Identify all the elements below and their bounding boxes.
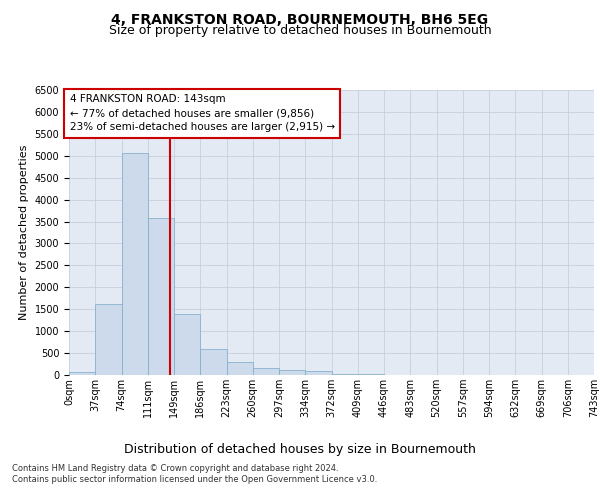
Bar bbox=[253, 368, 279, 375]
Bar bbox=[148, 218, 174, 375]
Bar bbox=[358, 374, 384, 375]
Text: Distribution of detached houses by size in Bournemouth: Distribution of detached houses by size … bbox=[124, 442, 476, 456]
Text: Contains HM Land Registry data © Crown copyright and database right 2024.: Contains HM Land Registry data © Crown c… bbox=[12, 464, 338, 473]
Text: 4 FRANKSTON ROAD: 143sqm
← 77% of detached houses are smaller (9,856)
23% of sem: 4 FRANKSTON ROAD: 143sqm ← 77% of detach… bbox=[70, 94, 335, 132]
Bar bbox=[95, 304, 121, 375]
Bar bbox=[69, 372, 95, 375]
Bar bbox=[200, 348, 227, 375]
Text: Size of property relative to detached houses in Bournemouth: Size of property relative to detached ho… bbox=[109, 24, 491, 37]
Bar bbox=[331, 374, 358, 375]
Bar bbox=[227, 362, 253, 375]
Text: 4, FRANKSTON ROAD, BOURNEMOUTH, BH6 5EG: 4, FRANKSTON ROAD, BOURNEMOUTH, BH6 5EG bbox=[112, 12, 488, 26]
Bar bbox=[174, 314, 200, 375]
Text: Contains public sector information licensed under the Open Government Licence v3: Contains public sector information licen… bbox=[12, 475, 377, 484]
Y-axis label: Number of detached properties: Number of detached properties bbox=[19, 145, 29, 320]
Bar bbox=[121, 153, 148, 375]
Bar bbox=[279, 370, 305, 375]
Bar bbox=[305, 371, 331, 375]
